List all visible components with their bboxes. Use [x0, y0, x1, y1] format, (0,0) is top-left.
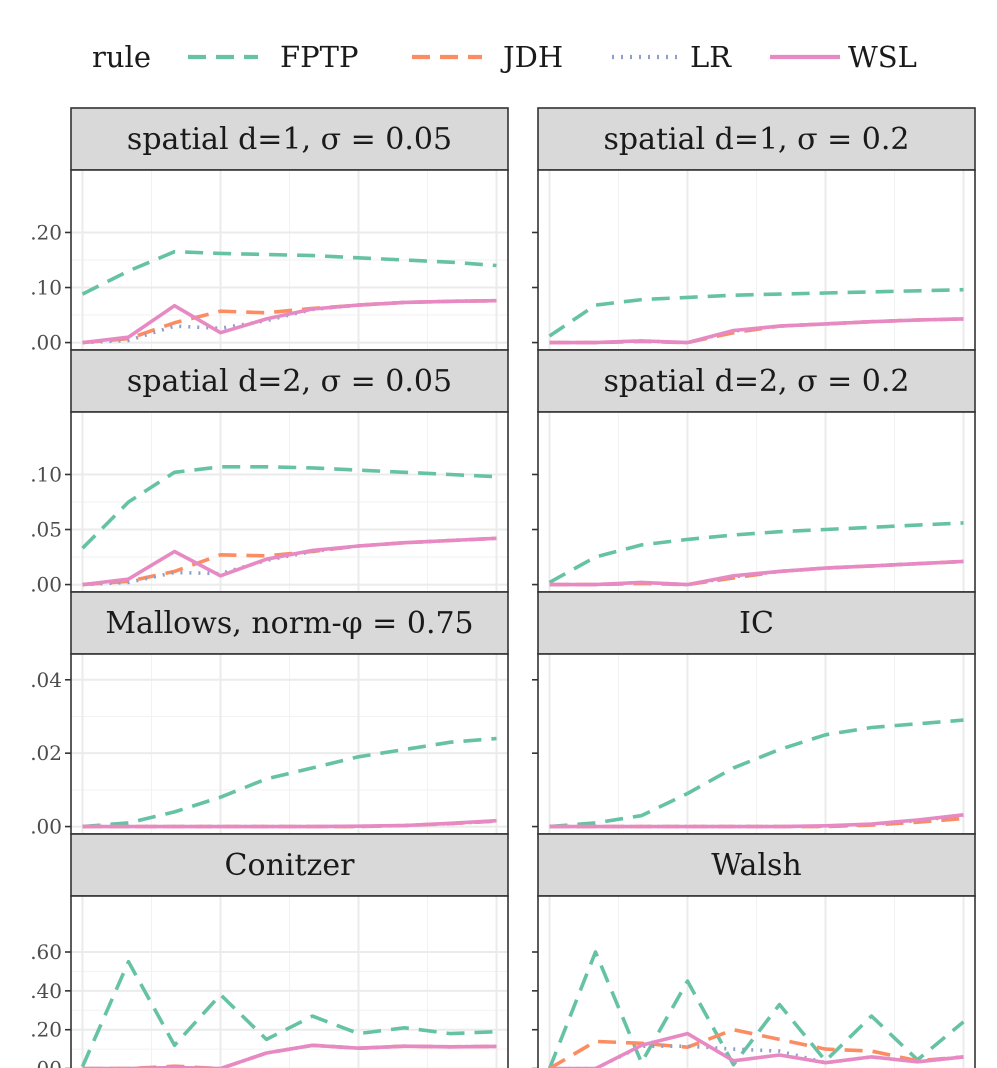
- series-line-wsl: [82, 1043, 497, 1068]
- facet-strip: [70, 833, 509, 897]
- y-tick-label: .00: [30, 331, 62, 355]
- y-tick-label: .04: [30, 668, 62, 692]
- facet-strip: [70, 107, 509, 171]
- legend: rule FPTP JDH LR WSL: [92, 40, 917, 74]
- series-line-fptp: [549, 718, 964, 829]
- facet-panel-2: spatial d=1, σ = 0.236912: [532, 107, 976, 382]
- legend-label-wsl: WSL: [848, 40, 917, 74]
- y-tick-label: .05: [30, 518, 62, 542]
- facet-title: Conitzer: [225, 848, 356, 883]
- facet-strip: [70, 591, 509, 655]
- panel-border: [537, 895, 976, 1068]
- facet-panel-8: Walsh36912: [532, 833, 976, 1068]
- series-line-fptp: [548, 521, 964, 584]
- facet-panel-1: spatial d=1, σ = 0.0536912.00.10.20: [30, 107, 509, 382]
- y-tick-label: .00: [30, 1057, 62, 1068]
- legend-label-lr: LR: [690, 40, 732, 74]
- series-line-wsl: [549, 317, 964, 345]
- series-line-wsl: [82, 536, 497, 587]
- y-tick-label: .20: [30, 1018, 62, 1042]
- facet-strip: [537, 591, 976, 655]
- y-tick-label: .60: [30, 940, 62, 964]
- chart-panels: spatial d=1, σ = 0.0536912.00.10.20spati…: [30, 107, 976, 1068]
- y-tick-label: .00: [30, 573, 62, 597]
- facet-title: spatial d=2, σ = 0.2: [603, 364, 909, 399]
- y-tick-label: .10: [30, 462, 62, 486]
- y-tick-label: .40: [30, 979, 62, 1003]
- y-tick-label: .10: [30, 276, 62, 300]
- series-line-fptp: [80, 959, 497, 1068]
- y-tick-label: .00: [30, 815, 62, 839]
- facet-panel-6: IC36912: [532, 591, 976, 866]
- series-line-wsl: [82, 818, 497, 829]
- legend-title: rule: [92, 40, 151, 74]
- facet-title: spatial d=1, σ = 0.2: [603, 122, 909, 157]
- y-tick-label: .02: [30, 741, 62, 765]
- series-line-wsl: [549, 1031, 964, 1068]
- facet-panel-3: spatial d=2, σ = 0.0536912.00.05.10: [30, 349, 509, 624]
- facet-title: Mallows, norm-φ = 0.75: [105, 606, 473, 641]
- facet-panel-4: spatial d=2, σ = 0.236912: [532, 349, 976, 624]
- facet-strip: [537, 833, 976, 897]
- facet-panel-5: Mallows, norm-φ = 0.7536912.00.02.04: [30, 591, 509, 866]
- series-line-wsl: [549, 559, 964, 587]
- facet-strip: [537, 349, 976, 413]
- y-tick-label: .20: [30, 220, 62, 244]
- legend-label-jdh: JDH: [500, 40, 563, 74]
- panel-border: [70, 895, 509, 1068]
- series-line-fptp: [547, 950, 965, 1068]
- facet-title: spatial d=2, σ = 0.05: [127, 364, 452, 399]
- facet-panel-7: Conitzer36912.00.20.40.60: [30, 833, 509, 1068]
- series-line-wsl: [549, 813, 964, 829]
- series-line-fptp: [82, 736, 497, 829]
- facet-strip: [70, 349, 509, 413]
- facet-title: spatial d=1, σ = 0.05: [127, 122, 452, 157]
- facet-title: Walsh: [711, 848, 801, 883]
- facet-title: IC: [739, 606, 774, 641]
- legend-label-fptp: FPTP: [280, 40, 359, 74]
- series-line-fptp: [81, 464, 497, 550]
- series-line-wsl: [82, 298, 497, 345]
